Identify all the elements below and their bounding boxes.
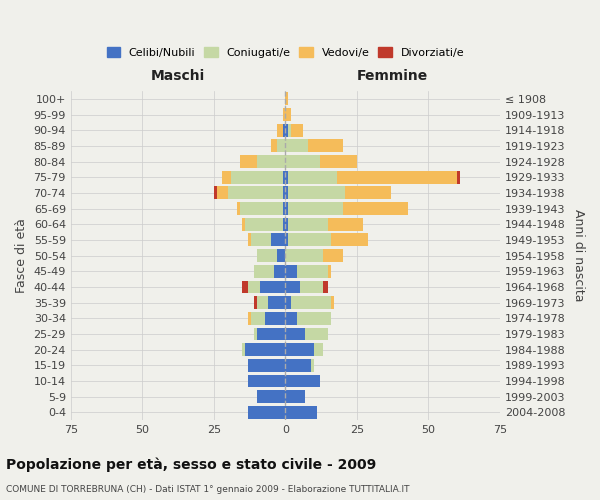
Bar	[286, 359, 311, 372]
Bar	[331, 296, 334, 309]
Bar	[320, 155, 357, 168]
Bar	[286, 374, 320, 388]
Bar	[288, 186, 346, 200]
Bar	[286, 171, 288, 183]
Bar	[239, 202, 283, 215]
Bar	[305, 328, 328, 340]
Bar	[254, 328, 257, 340]
Bar	[257, 155, 286, 168]
Legend: Celibi/Nubili, Coniugati/e, Vedovi/e, Divorziati/e: Celibi/Nubili, Coniugati/e, Vedovi/e, Di…	[103, 44, 467, 62]
Bar	[288, 234, 331, 246]
Bar	[248, 280, 260, 293]
Bar	[257, 328, 286, 340]
Text: Maschi: Maschi	[151, 69, 205, 83]
Bar	[323, 249, 343, 262]
Bar	[214, 186, 217, 200]
Bar	[328, 218, 362, 230]
Bar	[248, 374, 286, 388]
Bar	[346, 186, 391, 200]
Bar	[283, 186, 286, 200]
Bar	[286, 390, 305, 403]
Text: Popolazione per età, sesso e stato civile - 2009: Popolazione per età, sesso e stato civil…	[6, 458, 376, 472]
Y-axis label: Anni di nascita: Anni di nascita	[572, 210, 585, 302]
Bar	[283, 108, 286, 121]
Bar	[297, 312, 331, 324]
Bar	[291, 124, 302, 136]
Bar	[311, 359, 314, 372]
Y-axis label: Fasce di età: Fasce di età	[15, 218, 28, 293]
Bar	[260, 280, 286, 293]
Bar	[286, 140, 308, 152]
Bar	[286, 218, 288, 230]
Bar	[328, 265, 331, 278]
Bar	[286, 343, 314, 356]
Bar	[286, 265, 297, 278]
Bar	[286, 155, 320, 168]
Bar	[288, 124, 291, 136]
Bar	[283, 218, 286, 230]
Bar	[297, 265, 328, 278]
Bar	[314, 343, 323, 356]
Bar	[268, 296, 286, 309]
Bar	[237, 202, 239, 215]
Bar	[228, 186, 283, 200]
Bar	[286, 202, 288, 215]
Bar	[254, 265, 274, 278]
Bar	[257, 249, 277, 262]
Bar	[277, 124, 283, 136]
Bar	[286, 328, 305, 340]
Bar	[271, 234, 286, 246]
Bar	[343, 202, 409, 215]
Bar	[288, 171, 337, 183]
Bar	[286, 108, 291, 121]
Bar	[283, 124, 286, 136]
Bar	[271, 140, 277, 152]
Bar	[286, 92, 288, 106]
Bar	[231, 171, 283, 183]
Bar	[265, 312, 286, 324]
Bar	[331, 234, 368, 246]
Bar	[286, 186, 288, 200]
Bar	[291, 296, 331, 309]
Bar	[299, 280, 323, 293]
Bar	[283, 171, 286, 183]
Bar	[248, 406, 286, 418]
Bar	[308, 140, 343, 152]
Bar	[288, 202, 343, 215]
Bar	[217, 186, 228, 200]
Bar	[277, 140, 286, 152]
Bar	[254, 296, 257, 309]
Text: Femmine: Femmine	[357, 69, 428, 83]
Bar	[286, 124, 288, 136]
Bar	[288, 218, 328, 230]
Bar	[457, 171, 460, 183]
Bar	[248, 312, 251, 324]
Bar	[257, 390, 286, 403]
Bar	[286, 234, 288, 246]
Bar	[277, 249, 286, 262]
Bar	[248, 234, 251, 246]
Bar	[239, 155, 257, 168]
Bar	[248, 359, 286, 372]
Bar	[251, 234, 271, 246]
Bar	[245, 343, 286, 356]
Bar	[286, 249, 323, 262]
Bar	[245, 218, 283, 230]
Bar	[286, 296, 291, 309]
Bar	[337, 171, 457, 183]
Bar	[242, 343, 245, 356]
Bar	[242, 218, 245, 230]
Bar	[242, 280, 248, 293]
Bar	[286, 280, 299, 293]
Bar	[257, 296, 268, 309]
Bar	[223, 171, 231, 183]
Text: COMUNE DI TORREBRUNA (CH) - Dati ISTAT 1° gennaio 2009 - Elaborazione TUTTITALIA: COMUNE DI TORREBRUNA (CH) - Dati ISTAT 1…	[6, 485, 409, 494]
Bar	[286, 312, 297, 324]
Bar	[283, 202, 286, 215]
Bar	[274, 265, 286, 278]
Bar	[286, 406, 317, 418]
Bar	[251, 312, 265, 324]
Bar	[323, 280, 328, 293]
